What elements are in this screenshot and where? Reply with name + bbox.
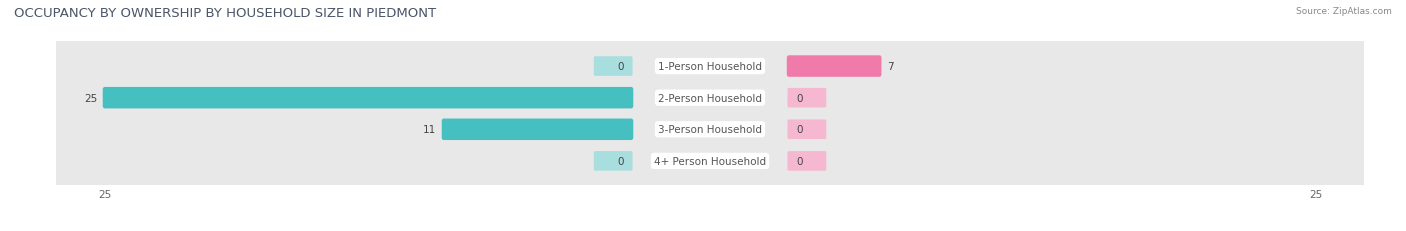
- Text: 1-Person Household: 1-Person Household: [658, 62, 762, 72]
- FancyBboxPatch shape: [787, 88, 827, 108]
- FancyBboxPatch shape: [787, 152, 827, 171]
- FancyBboxPatch shape: [787, 120, 827, 140]
- FancyBboxPatch shape: [52, 39, 1368, 94]
- Text: 3-Person Household: 3-Person Household: [658, 125, 762, 135]
- Text: 0: 0: [796, 93, 803, 103]
- FancyBboxPatch shape: [593, 57, 633, 76]
- FancyBboxPatch shape: [593, 152, 633, 171]
- Text: 0: 0: [796, 156, 803, 166]
- Text: 4+ Person Household: 4+ Person Household: [654, 156, 766, 166]
- Text: Source: ZipAtlas.com: Source: ZipAtlas.com: [1296, 7, 1392, 16]
- FancyBboxPatch shape: [787, 56, 882, 77]
- FancyBboxPatch shape: [52, 71, 1368, 126]
- FancyBboxPatch shape: [52, 134, 1368, 189]
- Text: 0: 0: [617, 156, 624, 166]
- Text: 7: 7: [887, 62, 893, 72]
- Text: 25: 25: [84, 93, 97, 103]
- Text: 0: 0: [617, 62, 624, 72]
- Text: 0: 0: [796, 125, 803, 135]
- Text: 2-Person Household: 2-Person Household: [658, 93, 762, 103]
- FancyBboxPatch shape: [52, 102, 1368, 157]
- FancyBboxPatch shape: [441, 119, 633, 140]
- Text: OCCUPANCY BY OWNERSHIP BY HOUSEHOLD SIZE IN PIEDMONT: OCCUPANCY BY OWNERSHIP BY HOUSEHOLD SIZE…: [14, 7, 436, 20]
- FancyBboxPatch shape: [103, 88, 633, 109]
- Text: 11: 11: [423, 125, 436, 135]
